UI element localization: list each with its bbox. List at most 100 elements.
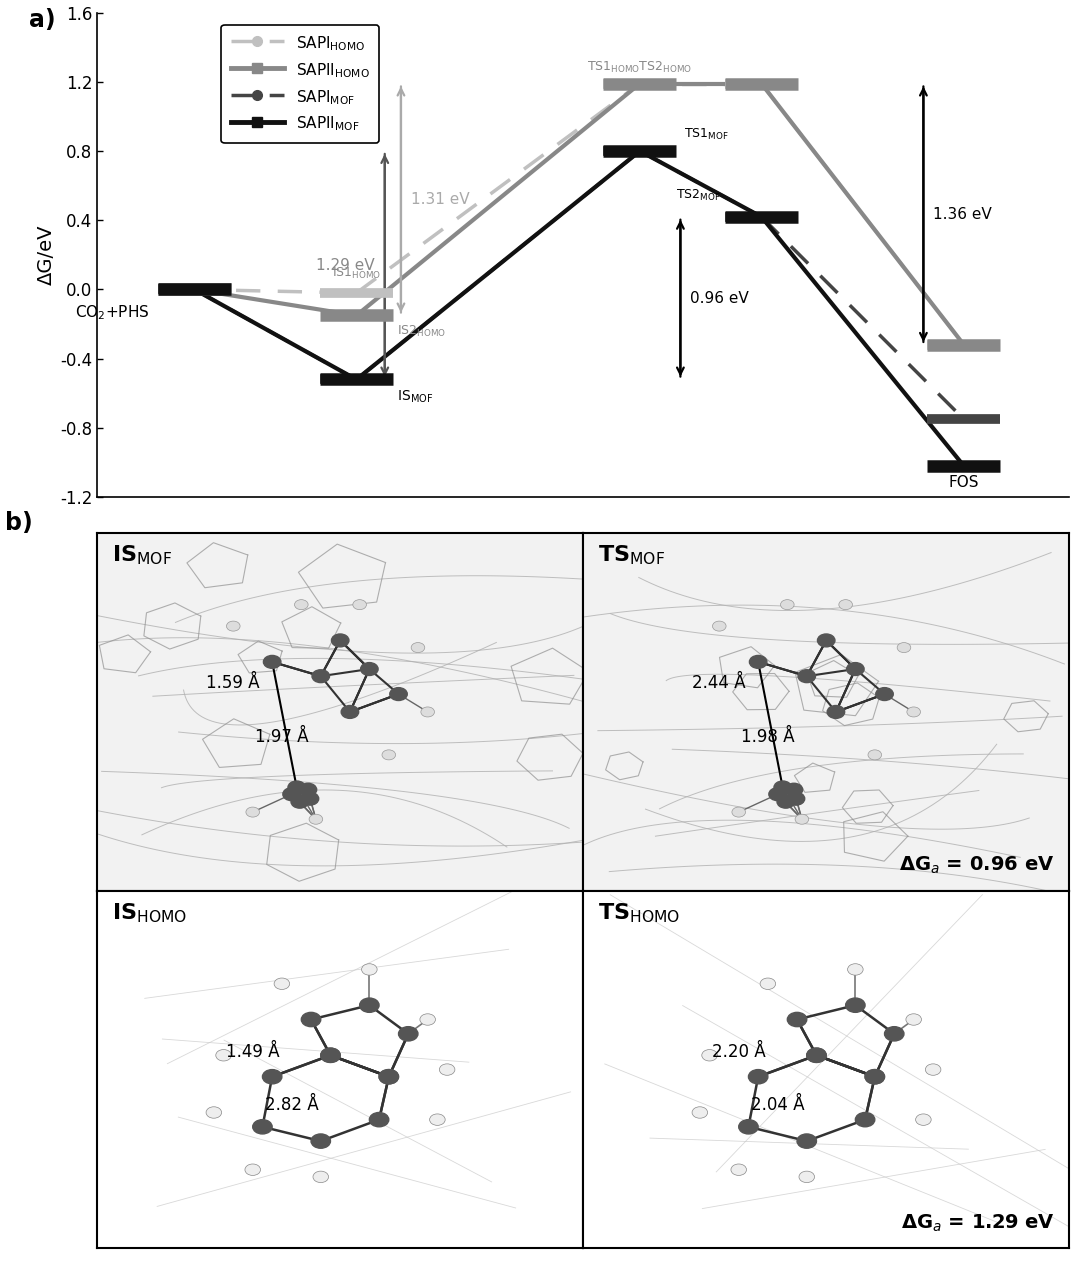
Text: TS1$_{\rm HOMO}$TS2$_{\rm HOMO}$: TS1$_{\rm HOMO}$TS2$_{\rm HOMO}$ xyxy=(588,59,692,74)
Text: ΔG$_a$ = 0.96 eV: ΔG$_a$ = 0.96 eV xyxy=(900,855,1054,876)
Circle shape xyxy=(847,662,864,676)
Circle shape xyxy=(846,997,865,1013)
Text: 0.96 eV: 0.96 eV xyxy=(690,290,748,305)
Circle shape xyxy=(420,1014,435,1025)
Text: IS2$_{\rm HOMO}$: IS2$_{\rm HOMO}$ xyxy=(397,324,446,339)
Circle shape xyxy=(885,1026,904,1042)
Circle shape xyxy=(750,656,767,668)
Text: IS$_{\rm MOF}$: IS$_{\rm MOF}$ xyxy=(112,543,172,567)
Circle shape xyxy=(799,1171,814,1183)
Circle shape xyxy=(227,622,240,630)
Text: 1.31 eV: 1.31 eV xyxy=(410,192,470,207)
Circle shape xyxy=(897,643,910,653)
Circle shape xyxy=(916,1113,931,1125)
Circle shape xyxy=(732,807,745,817)
Circle shape xyxy=(311,1134,330,1149)
Circle shape xyxy=(739,1120,758,1134)
Circle shape xyxy=(332,634,349,647)
Circle shape xyxy=(769,788,786,801)
Text: IS$_{\rm MOF}$: IS$_{\rm MOF}$ xyxy=(397,388,433,405)
Text: 1.49 Å: 1.49 Å xyxy=(226,1043,280,1061)
Circle shape xyxy=(748,1069,768,1084)
Circle shape xyxy=(781,600,794,609)
Text: 1.97 Å: 1.97 Å xyxy=(255,728,309,747)
Circle shape xyxy=(216,1049,231,1061)
Circle shape xyxy=(411,643,424,653)
Circle shape xyxy=(206,1107,221,1119)
Circle shape xyxy=(827,705,845,719)
Circle shape xyxy=(807,1048,826,1063)
Text: 2.04 Å: 2.04 Å xyxy=(751,1096,805,1115)
Text: 2.44 Å: 2.44 Å xyxy=(692,675,746,692)
Circle shape xyxy=(301,792,319,805)
Circle shape xyxy=(787,792,805,805)
Circle shape xyxy=(321,1048,340,1063)
Circle shape xyxy=(906,1014,921,1025)
Circle shape xyxy=(926,1064,941,1076)
Text: 1.59 Å: 1.59 Å xyxy=(206,675,260,692)
Text: 1.36 eV: 1.36 eV xyxy=(933,207,991,222)
Circle shape xyxy=(360,997,379,1013)
Circle shape xyxy=(760,979,775,990)
Y-axis label: ΔG/eV: ΔG/eV xyxy=(37,224,56,285)
Text: ΔG$_a$ = 1.29 eV: ΔG$_a$ = 1.29 eV xyxy=(901,1213,1054,1235)
Circle shape xyxy=(288,781,306,794)
Circle shape xyxy=(807,1048,826,1063)
Text: 2.82 Å: 2.82 Å xyxy=(265,1096,319,1115)
Circle shape xyxy=(876,687,893,701)
Circle shape xyxy=(264,656,281,668)
Text: TS1$_{\rm MOF}$: TS1$_{\rm MOF}$ xyxy=(685,127,729,142)
Circle shape xyxy=(321,1048,340,1063)
Circle shape xyxy=(246,807,259,817)
Circle shape xyxy=(312,670,329,682)
Text: TS$_{\rm MOF}$: TS$_{\rm MOF}$ xyxy=(598,543,665,567)
Circle shape xyxy=(713,622,726,630)
Circle shape xyxy=(421,707,434,718)
Circle shape xyxy=(291,796,309,808)
Text: b): b) xyxy=(5,511,33,535)
Circle shape xyxy=(379,1069,399,1084)
Circle shape xyxy=(702,1049,717,1061)
Text: IS1$_{\rm HOMO}$: IS1$_{\rm HOMO}$ xyxy=(332,266,381,281)
Circle shape xyxy=(839,600,852,609)
Circle shape xyxy=(907,707,920,718)
Circle shape xyxy=(283,788,300,801)
Circle shape xyxy=(274,979,289,990)
Circle shape xyxy=(399,1026,418,1042)
Circle shape xyxy=(382,750,395,760)
Circle shape xyxy=(361,662,378,676)
Circle shape xyxy=(797,1134,816,1149)
Text: TS$_{\rm HOMO}$: TS$_{\rm HOMO}$ xyxy=(598,902,680,926)
Circle shape xyxy=(313,1171,328,1183)
Circle shape xyxy=(795,815,809,825)
Text: CO$_2$+PHS: CO$_2$+PHS xyxy=(76,304,150,322)
Circle shape xyxy=(262,1069,282,1084)
Text: a): a) xyxy=(29,8,56,32)
Circle shape xyxy=(295,600,308,609)
Circle shape xyxy=(253,1120,272,1134)
Circle shape xyxy=(692,1107,707,1119)
Text: 1.29 eV: 1.29 eV xyxy=(316,257,375,272)
Circle shape xyxy=(855,1112,875,1127)
Circle shape xyxy=(301,1013,321,1026)
Circle shape xyxy=(299,783,316,796)
Circle shape xyxy=(309,815,323,825)
Circle shape xyxy=(379,1069,399,1084)
Circle shape xyxy=(440,1064,455,1076)
Circle shape xyxy=(341,705,359,719)
Text: TS2$_{\rm MOF}$: TS2$_{\rm MOF}$ xyxy=(676,188,721,203)
Circle shape xyxy=(785,783,802,796)
Circle shape xyxy=(865,1069,885,1084)
Circle shape xyxy=(362,963,377,975)
Circle shape xyxy=(777,796,795,808)
Text: IS$_{\rm HOMO}$: IS$_{\rm HOMO}$ xyxy=(112,902,187,926)
Circle shape xyxy=(390,687,407,701)
Circle shape xyxy=(798,670,815,682)
Circle shape xyxy=(353,600,366,609)
Circle shape xyxy=(865,1069,885,1084)
Text: 1.98 Å: 1.98 Å xyxy=(741,728,795,747)
Circle shape xyxy=(868,750,881,760)
Text: 2.20 Å: 2.20 Å xyxy=(712,1043,766,1061)
Circle shape xyxy=(731,1164,746,1175)
Circle shape xyxy=(430,1113,445,1125)
